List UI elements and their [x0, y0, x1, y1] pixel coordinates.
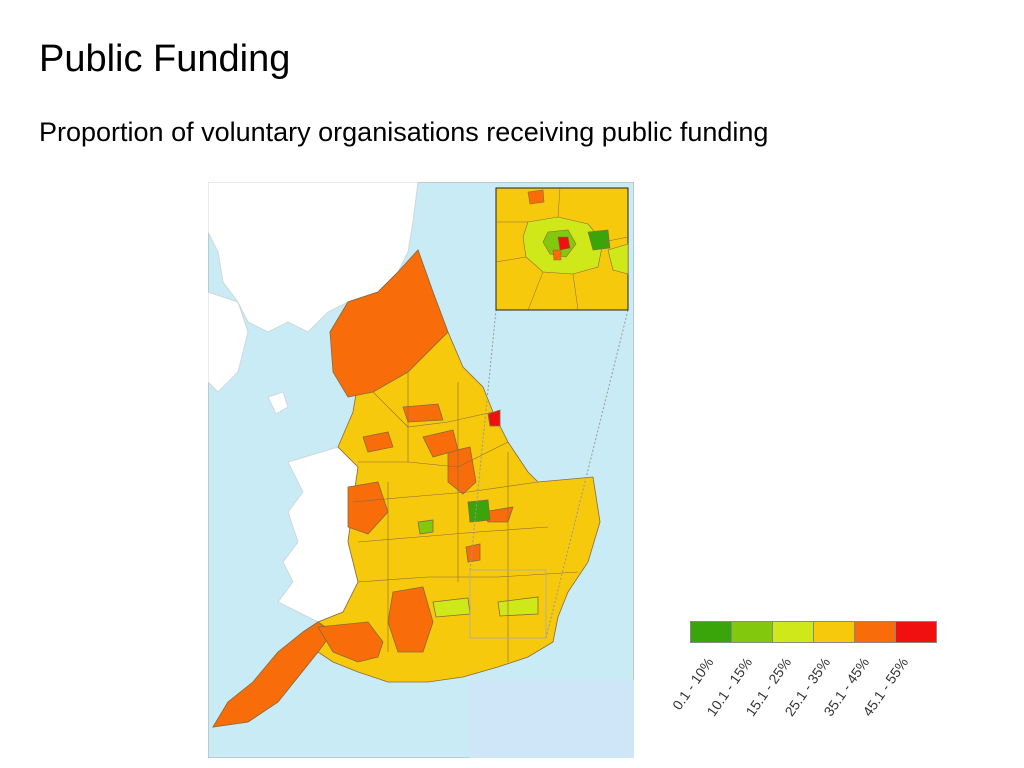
region-shropshire-orange	[347, 481, 389, 535]
legend-swatch-5	[854, 621, 896, 643]
scotland-land	[208, 182, 419, 333]
inset-leader-left	[469, 309, 497, 571]
isle-of-man	[267, 391, 289, 415]
slide-title: Public Funding	[39, 38, 291, 80]
legend-swatch-4	[813, 621, 855, 643]
legend-swatch-6	[895, 621, 937, 643]
region-cornwall-orange	[212, 621, 334, 728]
sea-patch	[470, 680, 634, 758]
london-inset-outline	[469, 569, 547, 639]
region-devon-orange	[317, 621, 384, 663]
map-svg	[208, 182, 634, 758]
region-manchester-orange	[362, 431, 394, 453]
region-green	[467, 499, 491, 523]
legend-color-bar	[690, 621, 937, 643]
legend-swatch-1	[690, 621, 732, 643]
england-choropleth-map	[208, 182, 634, 758]
county-borders	[352, 372, 579, 662]
legend-swatch-2	[731, 621, 773, 643]
region-lime	[417, 519, 434, 535]
northern-ireland-land	[208, 291, 249, 393]
region-yorks-orange	[402, 403, 444, 423]
region-derby-orange	[447, 446, 477, 495]
legend: 0.1 - 10% 10.1 - 15% 15.1 - 25% 25.1 - 3…	[669, 621, 942, 741]
london-inset-map	[495, 187, 629, 311]
region-north-orange	[329, 249, 449, 398]
inset-leader-right	[545, 309, 629, 639]
region-bedford-orange	[465, 543, 481, 563]
region-hull-red	[487, 409, 501, 427]
legend-swatch-3	[772, 621, 814, 643]
slide-subtitle: Proportion of voluntary organisations re…	[39, 117, 769, 147]
